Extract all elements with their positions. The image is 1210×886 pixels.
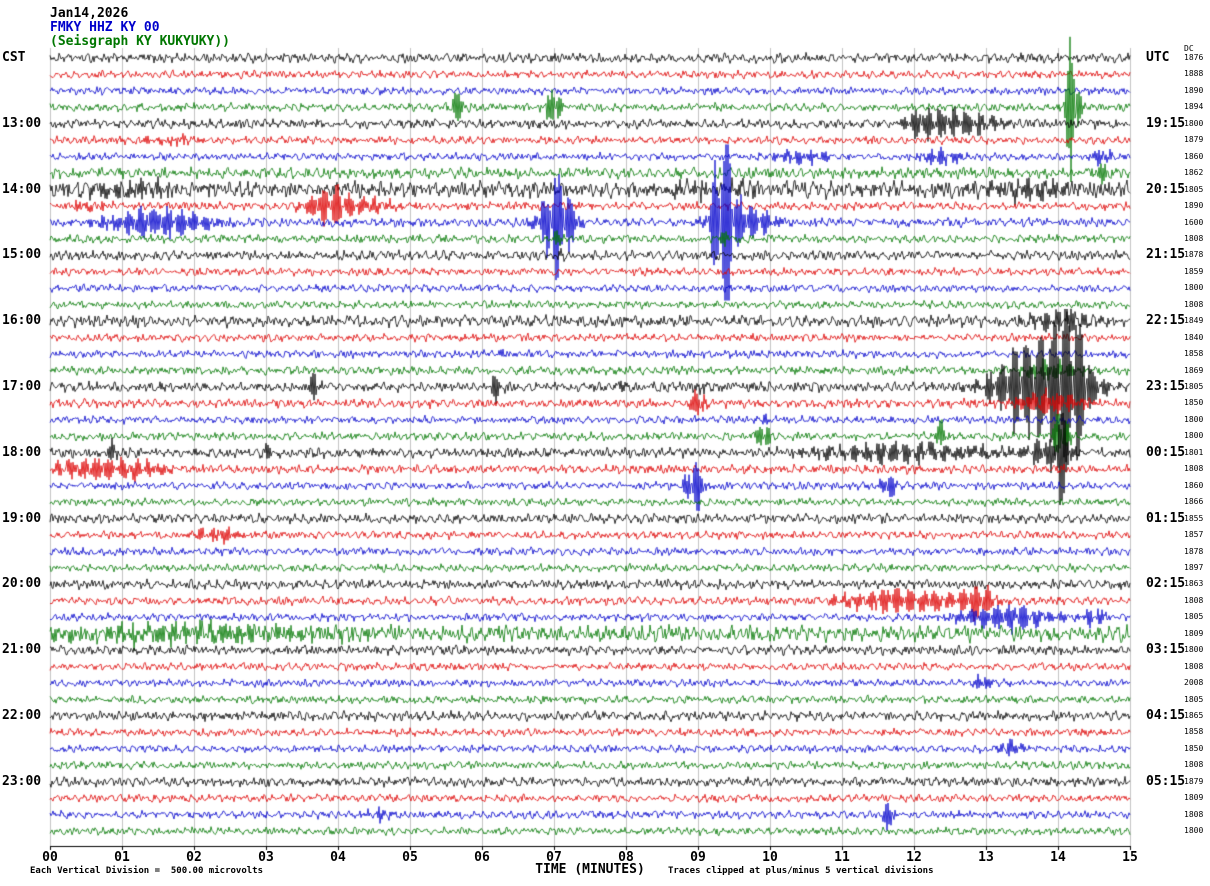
- cst-time-label: 22:00: [2, 708, 42, 723]
- x-tick-label: 12: [906, 850, 922, 865]
- cst-time-label: 13:00: [2, 115, 42, 131]
- cst-time-label: 19:00: [2, 510, 42, 526]
- trace-value-label: 1879: [1184, 135, 1204, 145]
- trace-value-label: 1878: [1184, 546, 1204, 556]
- plot-date: Jan14,2026: [50, 6, 129, 21]
- trace-value-label: 1859: [1184, 266, 1204, 276]
- clip-note: Traces clipped at plus/minus 5 vertical …: [668, 866, 934, 876]
- trace-value-label: 1805: [1184, 184, 1204, 194]
- trace-value-label: 1850: [1184, 398, 1204, 408]
- trace-value-label: 1890: [1184, 85, 1204, 95]
- x-tick-label: 05: [402, 850, 418, 865]
- dc-label: DC: [1184, 44, 1194, 53]
- trace-value-label: 1808: [1184, 760, 1204, 770]
- trace-value-label: 1894: [1184, 102, 1204, 112]
- x-tick-label: 08: [618, 850, 634, 865]
- trace-value-label: 1805: [1184, 382, 1204, 391]
- utc-time-label: 22:15: [1146, 313, 1186, 329]
- utc-time-label: 00:15: [1146, 444, 1186, 460]
- x-tick-label: 06: [474, 850, 490, 865]
- x-tick-label: 03: [258, 850, 274, 865]
- cst-time-label: 20:00: [2, 576, 42, 592]
- trace-value-label: 1809: [1184, 793, 1204, 803]
- trace-value-label: 1800: [1184, 118, 1204, 128]
- station-id: FMKY HHZ KY 00: [50, 20, 160, 35]
- cst-time-label: 17:00: [2, 379, 42, 394]
- cst-time-label: 16:00: [2, 313, 42, 329]
- x-tick-label: 00: [42, 850, 58, 865]
- utc-time-label: 04:15: [1146, 708, 1186, 723]
- trace-value-label: 1878: [1184, 250, 1204, 260]
- trace-value-label: 2008: [1184, 678, 1204, 688]
- trace-value-label: 1888: [1184, 69, 1204, 79]
- utc-time-label: 19:15: [1146, 115, 1186, 131]
- trace-value-label: 1600: [1184, 217, 1204, 227]
- trace-value-label: 1800: [1184, 283, 1204, 293]
- cst-time-label: 21:00: [2, 642, 42, 658]
- x-tick-label: 04: [330, 850, 346, 865]
- trace-value-label: 1879: [1184, 776, 1204, 786]
- trace-value-label: 1866: [1184, 497, 1204, 507]
- trace-value-label: 1857: [1184, 530, 1204, 540]
- trace-value-label: 1890: [1184, 201, 1204, 211]
- trace-value-label: 1860: [1184, 480, 1204, 490]
- right-timezone-label: UTC: [1146, 50, 1170, 65]
- trace-value-label: 1805: [1184, 694, 1204, 704]
- trace-value-label: 1850: [1184, 743, 1204, 753]
- x-axis-title: TIME (MINUTES): [535, 862, 645, 877]
- trace-value-label: 1801: [1184, 447, 1204, 457]
- utc-time-label: 05:15: [1146, 773, 1186, 789]
- trace-value-label: 1869: [1184, 365, 1204, 375]
- trace-value-label: 1808: [1184, 809, 1204, 819]
- trace-value-label: 1858: [1184, 349, 1204, 359]
- trace-value-label: 1863: [1184, 579, 1204, 589]
- trace-value-label: 1808: [1184, 595, 1204, 605]
- trace-value-label: 1840: [1184, 332, 1204, 342]
- utc-time-label: 23:15: [1146, 379, 1186, 394]
- trace-value-label: 1808: [1184, 233, 1204, 243]
- utc-time-label: 03:15: [1146, 642, 1186, 658]
- x-tick-label: 13: [978, 850, 994, 865]
- utc-time-label: 01:15: [1146, 510, 1186, 526]
- trace-value-label: 1858: [1184, 727, 1204, 737]
- x-tick-label: 09: [690, 850, 706, 865]
- trace-value-label: 1809: [1184, 628, 1204, 638]
- x-tick-label: 01: [114, 850, 130, 865]
- x-tick-label: 15: [1122, 850, 1138, 865]
- utc-time-label: 21:15: [1146, 247, 1186, 263]
- utc-time-label: 02:15: [1146, 576, 1186, 592]
- trace-value-label: 1808: [1184, 661, 1204, 671]
- station-location: (Seisgraph KY KUKYUKY)): [50, 34, 231, 49]
- cst-time-label: 15:00: [2, 247, 42, 263]
- trace-value-label: 1800: [1184, 826, 1204, 836]
- x-tick-label: 14: [1050, 850, 1066, 865]
- trace-value-label: 1800: [1184, 645, 1204, 655]
- x-tick-label: 11: [834, 850, 850, 865]
- trace-value-label: 1860: [1184, 151, 1204, 161]
- trace-value-label: 1897: [1184, 562, 1204, 572]
- cst-time-label: 18:00: [2, 444, 42, 460]
- x-tick-label: 10: [762, 850, 778, 865]
- left-timezone-label: CST: [2, 50, 26, 65]
- trace-value-label: 1805: [1184, 612, 1204, 622]
- trace-value-label: 1865: [1184, 711, 1204, 720]
- cst-time-label: 23:00: [2, 773, 42, 789]
- x-tick-label: 02: [186, 850, 202, 865]
- trace-value-label: 1800: [1184, 414, 1204, 424]
- trace-value-label: 1808: [1184, 299, 1204, 309]
- trace-value-label: 1800: [1184, 431, 1204, 441]
- trace-value-label: 1849: [1184, 316, 1204, 326]
- utc-time-label: 20:15: [1146, 181, 1186, 197]
- trace-value-label: 1808: [1184, 464, 1204, 474]
- trace-value-label: 1876: [1184, 53, 1204, 62]
- x-tick-label: 07: [546, 850, 562, 865]
- trace-value-label: 1862: [1184, 168, 1204, 178]
- trace-value-label: 1855: [1184, 513, 1204, 523]
- scale-note: Each Vertical Division = 500.00 microvol…: [30, 866, 263, 876]
- cst-time-label: 14:00: [2, 181, 42, 197]
